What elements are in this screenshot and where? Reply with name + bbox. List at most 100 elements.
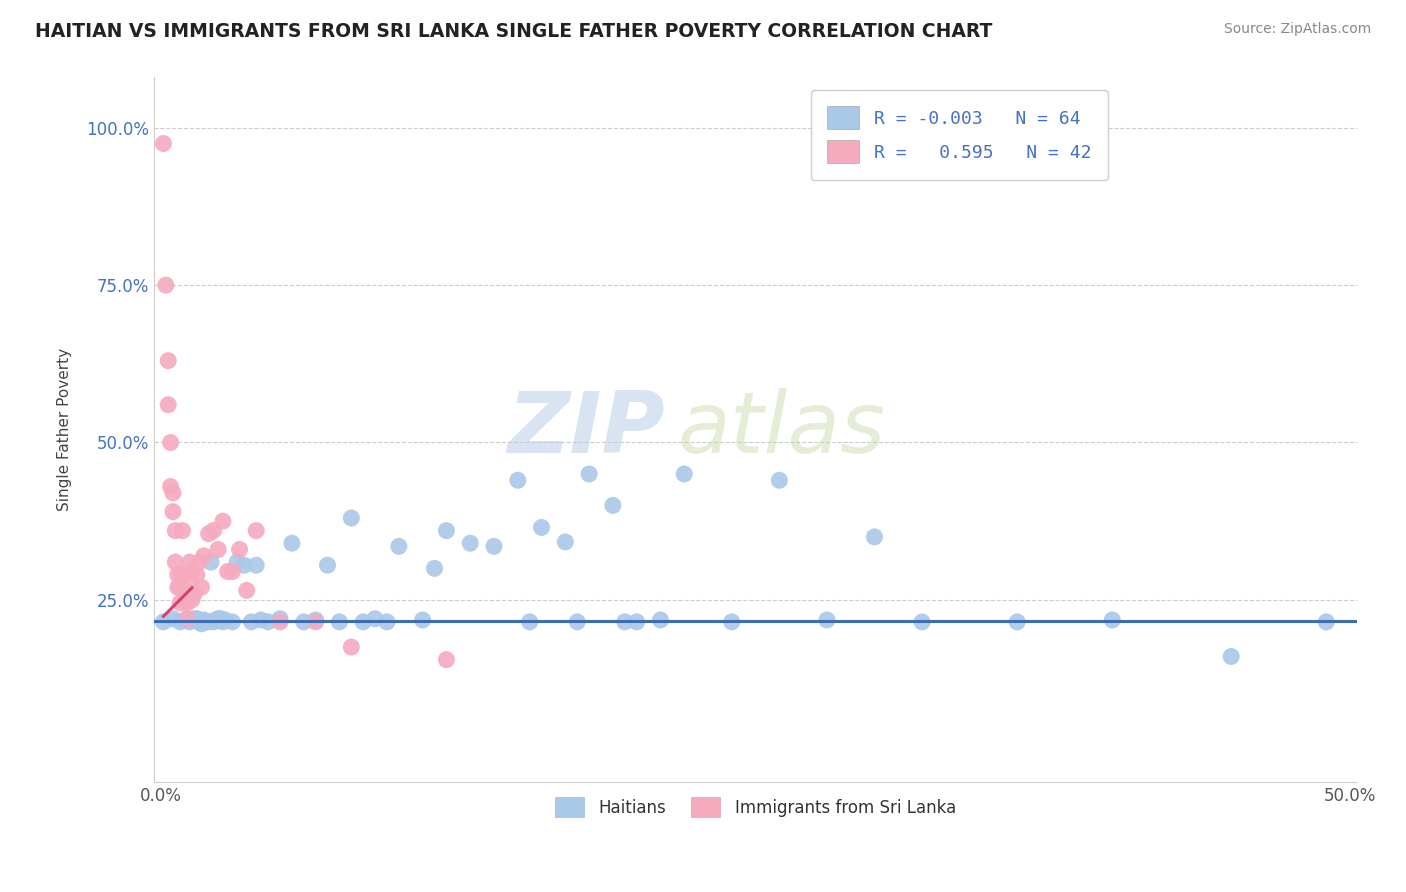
Point (179, 577, 201, 591)
Point (155, 278, 177, 293)
Point (165, 555, 187, 569)
Point (863, 530, 886, 544)
Point (340, 511, 363, 525)
Point (458, 536, 481, 550)
Point (188, 555, 211, 569)
Y-axis label: Single Father Poverty: Single Father Poverty (58, 349, 72, 511)
Point (181, 592, 204, 607)
Point (720, 615, 742, 629)
Point (245, 558, 267, 573)
Point (176, 612, 198, 626)
Point (186, 612, 208, 626)
Point (209, 612, 232, 626)
Point (157, 398, 180, 412)
Point (173, 586, 195, 600)
Point (519, 615, 541, 629)
Point (193, 549, 215, 563)
Point (506, 473, 529, 487)
Point (165, 524, 187, 538)
Point (673, 467, 696, 481)
Point (815, 613, 838, 627)
Point (188, 615, 211, 629)
Point (221, 615, 243, 629)
Point (179, 555, 201, 569)
Point (292, 615, 315, 629)
Point (197, 526, 219, 541)
Point (1220, 649, 1243, 664)
Point (530, 520, 553, 534)
Point (207, 612, 229, 626)
Point (193, 613, 215, 627)
Point (482, 539, 505, 553)
Point (304, 613, 326, 627)
Point (212, 615, 235, 629)
Point (613, 615, 636, 629)
Point (183, 612, 205, 626)
Point (195, 615, 218, 629)
Point (207, 542, 229, 557)
Point (650, 613, 672, 627)
Point (578, 467, 600, 481)
Point (204, 613, 226, 627)
Point (269, 615, 291, 629)
Point (166, 580, 188, 594)
Point (1315, 615, 1337, 629)
Point (202, 615, 225, 629)
Point (172, 567, 194, 582)
Point (173, 613, 195, 627)
Point (190, 580, 212, 594)
Point (436, 524, 458, 538)
Point (152, 615, 174, 629)
Point (217, 565, 239, 579)
Point (436, 652, 458, 666)
Point (269, 612, 291, 626)
Point (240, 615, 263, 629)
Point (281, 536, 304, 550)
Point (183, 586, 205, 600)
Point (179, 615, 201, 629)
Point (235, 583, 257, 598)
Point (157, 353, 180, 368)
Point (221, 565, 243, 579)
Point (166, 567, 188, 582)
Point (172, 524, 194, 538)
Point (412, 613, 434, 627)
Point (567, 615, 589, 629)
Point (423, 561, 446, 575)
Point (388, 539, 411, 553)
Point (200, 555, 222, 569)
Point (328, 615, 350, 629)
Point (304, 615, 326, 629)
Point (250, 613, 273, 627)
Point (554, 535, 576, 549)
Point (162, 505, 184, 519)
Point (214, 613, 236, 627)
Point (602, 499, 624, 513)
Point (181, 565, 204, 579)
Point (202, 524, 225, 538)
Point (626, 615, 648, 629)
Point (316, 558, 339, 573)
Point (911, 615, 934, 629)
Point (173, 583, 195, 598)
Point (162, 486, 184, 500)
Point (190, 616, 212, 631)
Point (768, 473, 790, 487)
Point (197, 615, 219, 629)
Point (257, 615, 280, 629)
Point (162, 612, 184, 626)
Point (176, 612, 198, 626)
Point (364, 612, 387, 626)
Text: atlas: atlas (678, 388, 886, 471)
Point (169, 580, 191, 594)
Point (169, 596, 191, 610)
Text: Source: ZipAtlas.com: Source: ZipAtlas.com (1223, 22, 1371, 37)
Point (212, 514, 235, 528)
Point (181, 613, 204, 627)
Point (245, 524, 267, 538)
Point (228, 542, 250, 557)
Point (233, 558, 256, 573)
Point (176, 596, 198, 610)
Point (352, 615, 374, 629)
Text: HAITIAN VS IMMIGRANTS FROM SRI LANKA SINGLE FATHER POVERTY CORRELATION CHART: HAITIAN VS IMMIGRANTS FROM SRI LANKA SIN… (35, 22, 993, 41)
